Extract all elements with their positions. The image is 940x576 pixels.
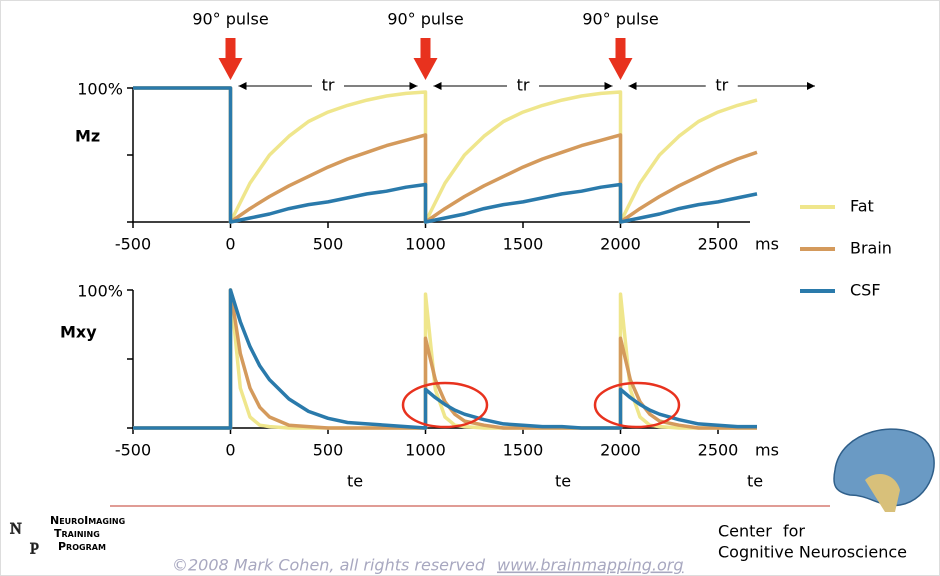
logo-line: Training: [54, 527, 100, 540]
te-label: te: [747, 472, 763, 491]
tr-label: tr: [322, 76, 335, 95]
x-tick-label: 500: [313, 441, 344, 460]
data-line: [133, 86, 758, 224]
logo-line: NeuroImaging: [50, 514, 125, 527]
x-unit: ms: [755, 441, 779, 460]
legend-label: Brain: [850, 239, 892, 258]
pulse-label: 90° pulse: [192, 10, 268, 29]
x-tick-label: 500: [313, 235, 344, 254]
plots: -500 0 500 1000 1500 2000 2500 ms 100% 90° pulse t…: [77, 10, 892, 460]
pulse-label: 90° pulse: [387, 10, 463, 29]
pulse-arrow: [413, 38, 438, 80]
pulse-label: 90° pulse: [582, 10, 658, 29]
brain-icon-detail: [865, 474, 900, 512]
y-tick-label: 100%: [77, 80, 123, 99]
x-tick-label: 2500: [698, 441, 739, 460]
x-tick-label: -500: [115, 441, 151, 460]
x-tick-label: -500: [115, 235, 151, 254]
center-for: for: [783, 522, 805, 541]
pulse-arrow: [218, 38, 243, 80]
data-line: [133, 86, 758, 224]
logo-p: P: [30, 541, 39, 558]
logo-n: N: [10, 521, 22, 538]
x-tick-label: 2000: [600, 441, 641, 460]
logo: N P NeuroImaging Training Program: [10, 514, 126, 558]
y-tick-label: 100%: [77, 282, 123, 301]
x-tick-label: 1000: [405, 235, 446, 254]
x-tick-label: 0: [225, 441, 235, 460]
copyright: ©2008 Mark Cohen, all rights reserved: [172, 556, 486, 575]
x-tick-label: 2000: [600, 235, 641, 254]
center-label: Center: [718, 522, 772, 541]
tr-label-bg: [507, 76, 539, 96]
x-tick-label: 0: [225, 235, 235, 254]
tr-label: tr: [517, 76, 530, 95]
x-tick-label: 2500: [698, 235, 739, 254]
tr-label-bg: [312, 76, 344, 96]
x-unit: ms: [755, 235, 779, 254]
logo-line: Program: [58, 540, 106, 553]
data-line: [133, 86, 758, 224]
tr-label: tr: [715, 76, 728, 95]
data-line: [133, 288, 757, 430]
center-name: Cognitive Neuroscience: [718, 543, 907, 562]
highlight-ellipse: [593, 381, 681, 429]
te-label: te: [347, 472, 363, 491]
url[interactable]: www.brainmapping.org: [497, 556, 684, 575]
y-label: Mz: [75, 127, 100, 146]
tr-label-bg: [705, 76, 738, 96]
highlight-ellipse: [401, 381, 489, 429]
legend-label: CSF: [850, 281, 881, 300]
legend-label: Fat: [850, 197, 874, 216]
brain-icon: [833, 428, 935, 507]
data-line: [133, 288, 757, 430]
pulse-arrow: [608, 38, 633, 80]
te-label: te: [555, 472, 571, 491]
x-tick-label: 1000: [405, 441, 446, 460]
x-tick-label: 1500: [503, 441, 544, 460]
x-tick-label: 1500: [503, 235, 544, 254]
y-label: Mxy: [60, 323, 97, 342]
